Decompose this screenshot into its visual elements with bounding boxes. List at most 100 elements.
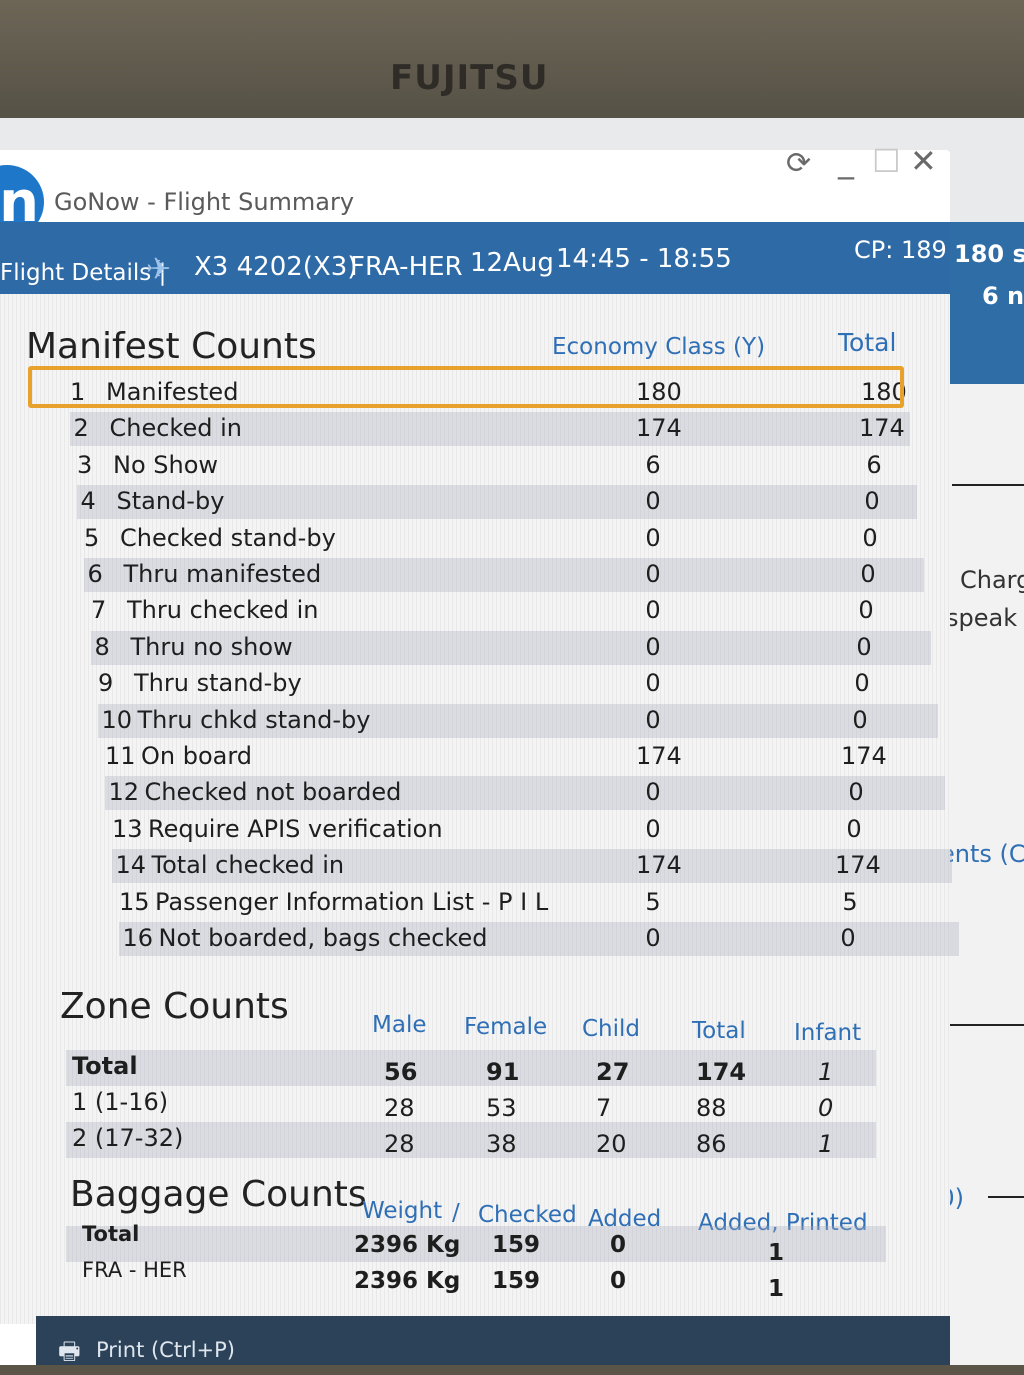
manifest-row-number: 11 xyxy=(105,742,136,770)
manifest-row-label: Thru chkd stand-by xyxy=(137,705,371,734)
baggage-row-label: FRA - HER xyxy=(82,1258,187,1282)
manifest-row-economy: 6 xyxy=(645,450,661,479)
economy-column-header: Economy Class (Y) xyxy=(552,334,766,360)
manifest-row-total: 0 xyxy=(864,487,880,516)
manifest-row[interactable]: 6 Thru manifested 0 0 xyxy=(83,558,924,592)
manifest-row-number: 9 xyxy=(98,669,114,698)
zone-row-child: 7 xyxy=(596,1094,612,1122)
manifest-row-number: 4 xyxy=(80,487,96,516)
zone-row-label: 1 (1-16) xyxy=(72,1088,169,1116)
flight-number: X3 4202(X3) xyxy=(194,252,358,282)
manifest-row-total: 180 xyxy=(861,378,907,406)
manifest-row-total: 0 xyxy=(848,778,864,807)
manifest-row-total: 6 xyxy=(866,450,882,479)
monitor-brand-logo: FUJITSU xyxy=(390,58,549,98)
background-app-divider xyxy=(938,1024,1024,1026)
zone-row-male: 28 xyxy=(384,1130,415,1158)
flight-details-header: Flight Details | ✈ X3 4202(X3) FRA-HER 1… xyxy=(0,222,950,294)
background-app-divider xyxy=(988,1196,1024,1198)
zone-row-total: 174 xyxy=(696,1058,747,1086)
zone-row-female: 53 xyxy=(486,1094,517,1122)
maximize-button[interactable]: ☐ xyxy=(872,142,901,180)
baggage-row-added: 0 xyxy=(610,1232,627,1258)
manifest-row[interactable]: 9 Thru stand-by 0 0 xyxy=(94,667,934,701)
manifest-row[interactable]: 4 Stand-by 0 0 xyxy=(76,485,917,520)
zone-row[interactable]: Total 56 91 27 174 1 xyxy=(66,1050,876,1086)
manifest-row-number: 10 xyxy=(101,705,133,734)
manifest-row-number: 8 xyxy=(94,632,110,661)
manifest-counts-title: Manifest Counts xyxy=(26,326,317,367)
baggage-header-weight: Weight xyxy=(362,1198,443,1224)
manifest-row-label: Passenger Information List - P I L xyxy=(155,887,549,916)
manifest-row[interactable]: 7 Thru checked in 0 0 xyxy=(87,594,927,628)
manifest-row-economy: 0 xyxy=(645,523,661,552)
manifest-row-economy: 0 xyxy=(645,560,661,588)
zone-row-infant: 1 xyxy=(818,1058,834,1086)
zone-row[interactable]: 2 (17-32) 28 38 20 86 1 xyxy=(66,1122,876,1158)
manifest-row[interactable]: 15 Passenger Information List - P I L 5 5 xyxy=(115,886,955,920)
manifest-row-economy: 0 xyxy=(645,778,661,807)
baggage-row[interactable]: FRA - HER 2396 Kg 159 0 1 xyxy=(66,1258,886,1302)
background-app-text: 180 sc xyxy=(954,240,1024,268)
minimize-button[interactable]: _ xyxy=(838,142,854,180)
manifest-row-economy: 174 xyxy=(636,742,682,770)
refresh-icon[interactable]: ⟳ xyxy=(786,146,812,181)
manifest-row-label: Stand-by xyxy=(116,487,225,516)
background-app xyxy=(950,222,1024,1365)
manifest-row[interactable]: 8 Thru no show 0 0 xyxy=(90,630,931,665)
print-button[interactable]: Print (Ctrl+P) xyxy=(96,1338,235,1362)
manifest-row[interactable]: 11 On board 174 174 xyxy=(101,740,941,774)
manifest-row-economy: 0 xyxy=(645,705,661,734)
manifest-row-number: 1 xyxy=(70,378,86,406)
close-button[interactable]: ✕ xyxy=(910,142,937,180)
manifest-row[interactable]: 1 Manifested 180 180 xyxy=(66,376,907,410)
window-footer: Print (Ctrl+P) 🖶 xyxy=(36,1316,950,1365)
manifest-row[interactable]: 14 Total checked in 174 174 xyxy=(111,849,952,884)
manifest-row-label: Require APIS verification xyxy=(148,814,443,843)
baggage-row-added: 0 xyxy=(610,1268,627,1294)
manifest-row-label: Checked stand-by xyxy=(120,523,336,552)
manifest-row-number: 7 xyxy=(91,596,107,625)
manifest-row-total: 5 xyxy=(842,887,858,916)
flight-time: 14:45 - 18:55 xyxy=(556,244,732,274)
zone-row-female: 38 xyxy=(486,1130,517,1158)
manifest-row-label: Thru stand-by xyxy=(134,669,302,698)
manifest-row[interactable]: 12 Checked not boarded 0 0 xyxy=(104,776,945,811)
manifest-row[interactable]: 16 Not boarded, bags checked 0 0 xyxy=(118,922,959,956)
manifest-row-label: Checked not boarded xyxy=(144,778,402,807)
manifest-row[interactable]: 10 Thru chkd stand-by 0 0 xyxy=(97,703,938,738)
baggage-counts-title: Baggage Counts xyxy=(70,1174,367,1215)
zone-row-female: 91 xyxy=(486,1058,520,1086)
zone-row[interactable]: 1 (1-16) 28 53 7 88 0 xyxy=(66,1086,876,1122)
baggage-row-weight: 2396 Kg xyxy=(354,1268,461,1294)
baggage-row[interactable]: Total 2396 Kg 159 0 1 xyxy=(66,1222,886,1266)
manifest-row-number: 14 xyxy=(115,851,147,880)
background-app-text: Charg xyxy=(960,566,1024,594)
baggage-header-added-printed: Added, Printed xyxy=(698,1210,868,1236)
window-title: GoNow - Flight Summary xyxy=(54,188,355,216)
manifest-row-economy: 174 xyxy=(636,851,682,880)
manifest-row-economy: 0 xyxy=(645,632,661,661)
manifest-row[interactable]: 13 Require APIS verification 0 0 xyxy=(108,813,948,847)
background-app-link[interactable]: ents (C xyxy=(940,840,1024,868)
manifest-row[interactable]: 3 No Show 6 6 xyxy=(73,449,913,483)
manifest-row-total: 0 xyxy=(840,924,856,952)
manifest-row[interactable]: 2 Checked in 174 174 xyxy=(69,412,910,447)
manifest-row[interactable]: 5 Checked stand-by 0 0 xyxy=(80,522,920,556)
manifest-row-total: 174 xyxy=(835,851,881,880)
manifest-row-number: 12 xyxy=(108,778,140,807)
manifest-row-number: 3 xyxy=(77,450,93,479)
manifest-row-label: Total checked in xyxy=(151,851,345,880)
manifest-row-total: 0 xyxy=(860,560,876,588)
baggage-header-checked: Checked xyxy=(478,1202,577,1228)
manifest-row-number: 15 xyxy=(119,887,150,916)
background-app-header xyxy=(950,222,1024,384)
manifest-row-number: 5 xyxy=(84,523,100,552)
manifest-row-total: 0 xyxy=(854,669,870,698)
printer-icon[interactable]: 🖶 xyxy=(58,1337,81,1365)
manifest-row-label: Thru checked in xyxy=(127,596,319,625)
zone-row-total: 86 xyxy=(696,1130,727,1158)
zone-header-child: Child xyxy=(582,1016,641,1042)
manifest-row-number: 13 xyxy=(112,814,143,843)
baggage-row-label: Total xyxy=(82,1222,140,1246)
